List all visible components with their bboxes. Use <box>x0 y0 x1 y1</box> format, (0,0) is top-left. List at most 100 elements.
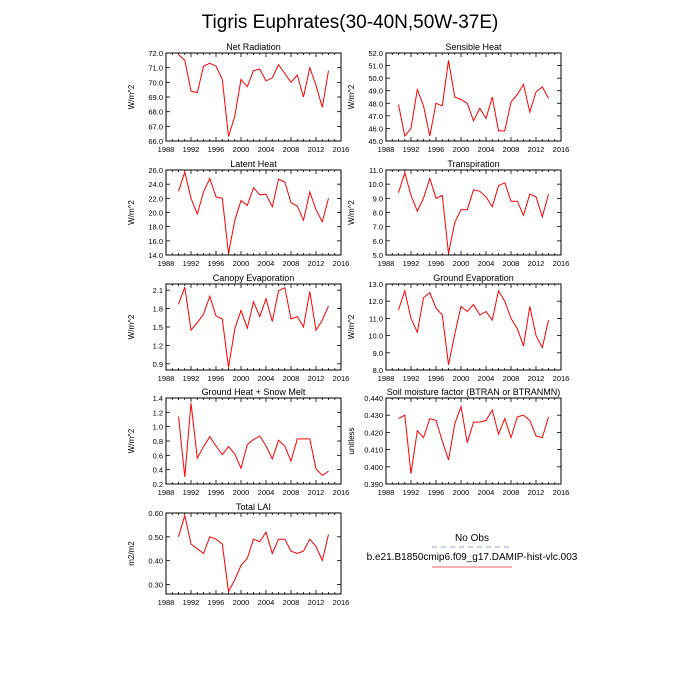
chart-panel: Latent Heat 1988 1992 1996 2000 2004 2008 2012 2… <box>127 159 349 268</box>
x-tick-label: 2008 <box>503 145 520 154</box>
y-axis-label: W/m^2 <box>127 84 136 109</box>
x-tick-label: 2008 <box>283 598 300 607</box>
x-tick-label: 2012 <box>308 488 325 497</box>
panel-title: Net Radiation <box>226 42 281 52</box>
y-tick-label: 9.0 <box>373 349 383 358</box>
x-tick-label: 2012 <box>308 598 325 607</box>
series-line <box>398 404 549 474</box>
chart-panel: Total LAI 1988 1992 1996 2000 2004 2008 2012 201… <box>127 502 349 607</box>
x-tick-label: 1988 <box>158 598 175 607</box>
y-tick-label: 8.0 <box>373 366 383 375</box>
series-line <box>398 171 549 254</box>
x-tick-label: 2012 <box>528 145 545 154</box>
chart-panel: Ground Evaporation 1988 1992 1996 2000 2004 20… <box>347 273 569 383</box>
x-tick-label: 2012 <box>528 259 545 268</box>
y-tick-label: 1.8 <box>153 305 163 314</box>
x-tick-label: 2000 <box>233 374 250 383</box>
y-axis-label: W/m^2 <box>127 428 136 453</box>
legend-model-label: b.e21.B1850cmip6.f09_g17.DAMIP-hist-vlc.… <box>367 552 578 563</box>
x-tick-label: 2000 <box>233 488 250 497</box>
x-tick-label: 1988 <box>158 145 175 154</box>
y-tick-label: 66.0 <box>148 137 163 146</box>
x-tick-label: 2004 <box>258 145 275 154</box>
x-tick-label: 1996 <box>208 259 225 268</box>
y-axis-label: W/m^2 <box>347 200 356 225</box>
chart-panel: Canopy Evaporation 1988 1992 1996 2000 2004 20… <box>127 273 349 383</box>
series-line <box>178 170 329 254</box>
x-tick-label: 2000 <box>233 145 250 154</box>
x-tick-label: 1996 <box>428 488 445 497</box>
x-tick-label: 1996 <box>428 259 445 268</box>
y-tick-label: 0.6 <box>153 451 163 460</box>
y-tick-label: 2.1 <box>153 286 163 295</box>
series-line <box>178 515 329 594</box>
x-tick-label: 1992 <box>403 374 420 383</box>
y-tick-label: 0.9 <box>153 360 163 369</box>
x-tick-label: 1992 <box>183 374 200 383</box>
y-tick-label: 13.0 <box>368 280 383 289</box>
y-tick-label: 52.0 <box>368 49 383 58</box>
y-tick-label: 14.0 <box>148 251 163 260</box>
panel-title: Ground Heat + Snow Melt <box>202 387 306 397</box>
x-tick-label: 2012 <box>528 374 545 383</box>
x-tick-label: 2000 <box>453 145 470 154</box>
y-tick-label: 45.0 <box>368 137 383 146</box>
panel-grid: Net Radiation 1988 1992 1996 2000 2004 2008 201… <box>127 42 569 607</box>
y-tick-label: 0.50 <box>148 533 163 542</box>
x-tick-label: 2012 <box>308 374 325 383</box>
x-tick-label: 1992 <box>403 488 420 497</box>
panel-title: Sensible Heat <box>445 42 502 52</box>
x-tick-label: 1992 <box>183 488 200 497</box>
y-tick-label: 70.0 <box>148 78 163 87</box>
x-tick-label: 2016 <box>553 488 570 497</box>
x-tick-label: 1988 <box>158 374 175 383</box>
y-tick-label: 0.400 <box>364 463 383 472</box>
y-tick-label: 1.0 <box>153 423 163 432</box>
y-tick-label: 8.0 <box>373 209 383 218</box>
x-tick-label: 2008 <box>283 145 300 154</box>
y-tick-label: 47.0 <box>368 112 383 121</box>
panel-title: Canopy Evaporation <box>213 273 295 283</box>
y-tick-label: 0.4 <box>153 466 163 475</box>
x-tick-label: 2004 <box>478 259 495 268</box>
x-tick-label: 2004 <box>258 259 275 268</box>
x-tick-label: 1992 <box>183 145 200 154</box>
y-axis-label: W/m^2 <box>347 84 356 109</box>
x-tick-label: 2016 <box>553 145 570 154</box>
y-tick-label: 72.0 <box>148 49 163 58</box>
y-tick-label: 46.0 <box>368 124 383 133</box>
x-tick-label: 1996 <box>208 598 225 607</box>
y-tick-label: 1.5 <box>153 323 163 332</box>
y-tick-label: 20.0 <box>148 209 163 218</box>
chart-panel: Ground Heat + Snow Melt 1988 1992 1996 2000 2… <box>127 387 349 497</box>
y-tick-label: 68.0 <box>148 108 163 117</box>
y-tick-label: 1.2 <box>153 408 163 417</box>
series-line <box>178 54 329 137</box>
x-tick-label: 2016 <box>333 488 350 497</box>
x-tick-label: 2008 <box>503 259 520 268</box>
x-tick-label: 1996 <box>208 488 225 497</box>
x-tick-label: 1996 <box>208 145 225 154</box>
x-tick-label: 2016 <box>553 259 570 268</box>
x-tick-label: 2000 <box>453 374 470 383</box>
x-tick-label: 2004 <box>478 145 495 154</box>
y-tick-label: 24.0 <box>148 180 163 189</box>
y-tick-label: 67.0 <box>148 122 163 131</box>
x-tick-label: 2004 <box>478 374 495 383</box>
x-tick-label: 2016 <box>333 598 350 607</box>
x-tick-label: 1996 <box>428 374 445 383</box>
y-tick-label: 9.0 <box>373 194 383 203</box>
x-tick-label: 2012 <box>308 259 325 268</box>
x-tick-label: 1988 <box>378 374 395 383</box>
panel-title: Latent Heat <box>230 159 277 169</box>
y-tick-label: 5.0 <box>373 251 383 260</box>
y-tick-label: 71.0 <box>148 64 163 73</box>
y-tick-label: 50.0 <box>368 74 383 83</box>
y-tick-label: 0.8 <box>153 437 163 446</box>
y-tick-label: 0.60 <box>148 509 163 518</box>
legend: No Obs b.e21.B1850cmip6.f09_g17.DAMIP-hi… <box>367 533 578 568</box>
y-axis-label: m2/m2 <box>127 541 136 566</box>
y-tick-label: 10.0 <box>368 332 383 341</box>
series-line <box>178 402 329 477</box>
